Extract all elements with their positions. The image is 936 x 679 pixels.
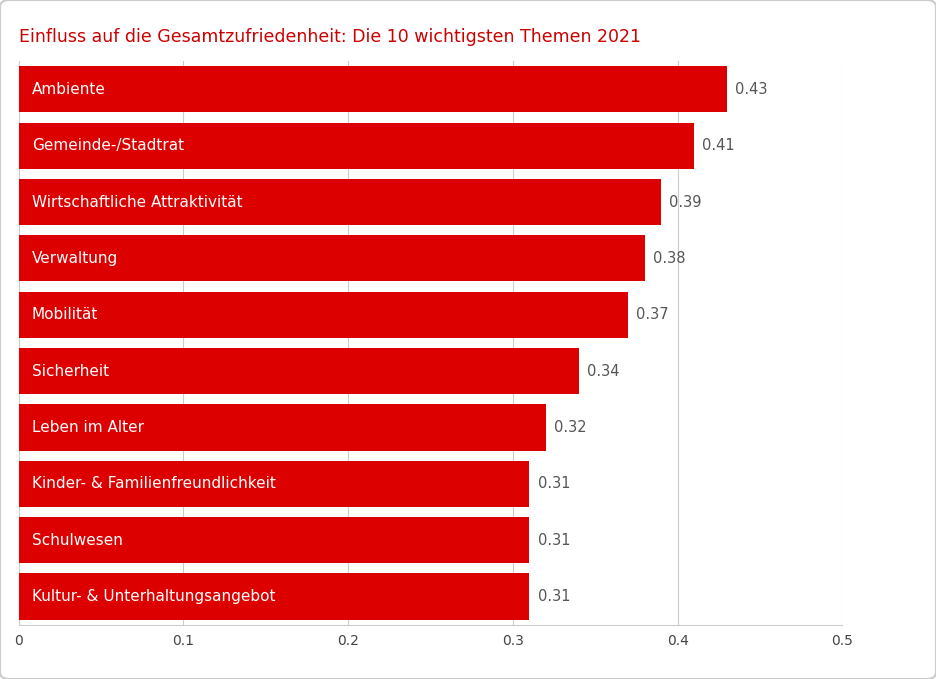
Text: 0.31: 0.31: [537, 476, 570, 492]
Text: 0.41: 0.41: [702, 138, 735, 153]
Text: 0.43: 0.43: [736, 81, 768, 97]
Text: 0.32: 0.32: [554, 420, 587, 435]
Text: Kultur- & Unterhaltungsangebot: Kultur- & Unterhaltungsangebot: [32, 589, 275, 604]
Text: Sicherheit: Sicherheit: [32, 363, 109, 379]
Text: Gemeinde-/Stadtrat: Gemeinde-/Stadtrat: [32, 138, 184, 153]
Bar: [19, 235, 645, 282]
Text: 0.31: 0.31: [537, 589, 570, 604]
Text: Wirtschaftliche Attraktivität: Wirtschaftliche Attraktivität: [32, 194, 242, 210]
Text: 0.37: 0.37: [636, 307, 669, 323]
Text: Einfluss auf die Gesamtzufriedenheit: Die 10 wichtigsten Themen 2021: Einfluss auf die Gesamtzufriedenheit: Di…: [19, 28, 641, 45]
Text: Mobilität: Mobilität: [32, 307, 98, 323]
Text: 0.39: 0.39: [669, 194, 702, 210]
Bar: [19, 573, 530, 620]
Text: Ambiente: Ambiente: [32, 81, 106, 97]
Text: Kinder- & Familienfreundlichkeit: Kinder- & Familienfreundlichkeit: [32, 476, 276, 492]
Text: Leben im Alter: Leben im Alter: [32, 420, 144, 435]
Text: Schulwesen: Schulwesen: [32, 532, 123, 548]
Bar: [19, 122, 695, 169]
Bar: [19, 460, 530, 507]
Bar: [19, 517, 530, 564]
Bar: [19, 179, 661, 225]
Bar: [19, 348, 578, 394]
Bar: [19, 66, 727, 113]
Text: 0.38: 0.38: [653, 251, 685, 266]
Text: 0.34: 0.34: [587, 363, 620, 379]
Text: 0.31: 0.31: [537, 532, 570, 548]
Bar: [19, 404, 546, 451]
Bar: [19, 291, 628, 338]
Text: Verwaltung: Verwaltung: [32, 251, 118, 266]
